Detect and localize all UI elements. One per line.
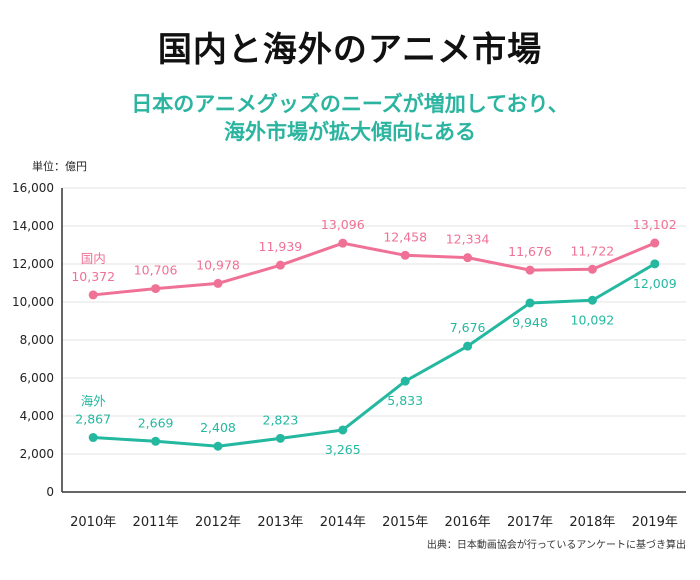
data-label: 11,722 [571,243,615,258]
data-point [88,433,98,443]
data-label: 11,676 [508,244,552,259]
data-label: 10,706 [134,263,178,278]
series-name-label: 国内 [81,251,106,266]
data-point [213,441,223,451]
data-point [650,238,660,248]
data-point [400,250,410,260]
data-label: 12,458 [383,229,427,244]
data-label: 5,833 [387,393,423,408]
data-point [338,238,348,248]
data-point [151,436,161,446]
y-tick-label: 8,000 [20,333,54,347]
series-line [93,262,656,448]
data-label: 2,669 [138,415,174,430]
y-tick-label: 4,000 [20,409,54,423]
y-tick-label: 10,000 [12,295,54,309]
data-label: 10,092 [571,312,615,327]
y-tick-label: 14,000 [12,219,54,233]
data-label: 7,676 [450,320,486,335]
data-point [151,284,161,294]
data-label: 2,823 [263,412,299,427]
data-point [213,278,223,288]
data-point [525,265,535,275]
data-point [525,298,535,308]
data-point [463,341,473,351]
y-tick-label: 2,000 [20,447,54,461]
y-tick-label: 12,000 [12,257,54,271]
x-tick-label: 2010年 [70,515,116,530]
series-name-label: 海外 [81,394,107,409]
data-label: 13,096 [321,217,365,232]
data-label: 12,334 [446,232,490,247]
data-point [88,290,98,300]
unit-label: 単位：億円 [32,160,87,173]
x-tick-label: 2017年 [507,515,553,530]
y-tick-label: 16,000 [12,181,54,195]
chart-subtitle-line-2: 海外市場が拡大傾向にある [224,120,476,144]
chart-subtitle-line-1: 日本のアニメグッズのニーズが増加しており、 [131,92,569,116]
x-tick-label: 2012年 [195,515,241,530]
data-point [463,253,473,263]
x-tick-label: 2015年 [382,515,428,530]
source-note: 出典：日本動画協会が行っているアンケートに基づき算出 [426,540,686,551]
chart-title: 国内と海外のアニメ市場 [157,30,543,70]
x-tick-label: 2018年 [569,515,615,530]
data-label: 9,948 [512,315,548,330]
data-point [400,376,410,386]
data-label: 10,978 [196,257,240,272]
data-point [650,259,660,269]
data-label: 3,265 [325,442,361,457]
data-label: 11,939 [259,239,303,254]
data-point [587,264,597,274]
x-tick-label: 2014年 [320,515,366,530]
data-point [275,260,285,270]
data-label: 2,867 [75,412,111,427]
data-point [338,425,348,435]
data-label: 2,408 [200,420,236,435]
data-point [275,433,285,443]
x-tick-label: 2016年 [445,515,491,530]
data-label: 10,372 [71,269,115,284]
x-tick-label: 2013年 [257,515,303,530]
series-line [93,241,656,297]
x-tick-label: 2011年 [133,515,179,530]
y-tick-label: 6,000 [20,371,54,385]
data-label: 13,102 [633,217,677,232]
y-tick-label: 0 [46,485,54,499]
data-point [587,295,597,305]
x-tick-label: 2019年 [632,515,678,530]
data-label: 12,009 [633,276,677,291]
